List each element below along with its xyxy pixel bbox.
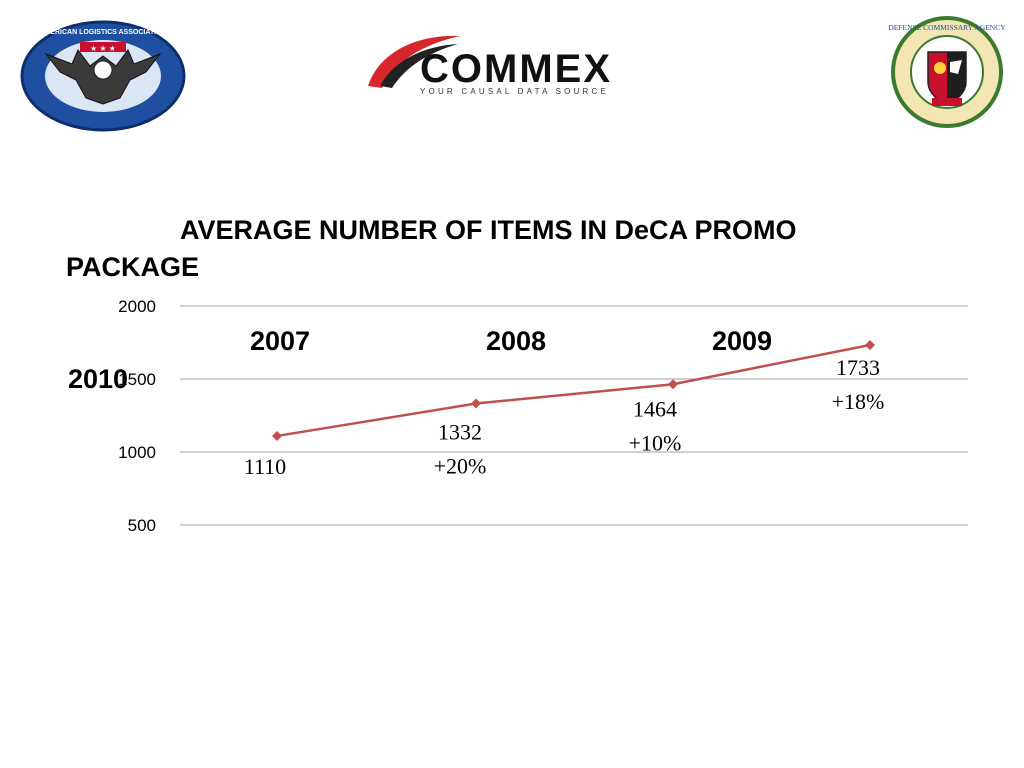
data-label: 1332 +20%: [434, 420, 487, 479]
data-label: 1464 +10%: [629, 396, 682, 455]
data-point-marker: [272, 430, 282, 441]
series-line: [276, 343, 871, 438]
chart-title: AVERAGE NUMBER OF ITEMS IN DeCA PROMO PA…: [66, 215, 797, 282]
y-tick-label: 500: [128, 516, 156, 535]
commex-brand-text: COMMEX: [420, 47, 612, 91]
category-label: 2007: [250, 326, 311, 356]
y-tick-label: 2000: [118, 297, 156, 316]
y-tick-label: 1000: [118, 443, 156, 462]
category-label: 2010: [68, 364, 129, 394]
category-label: 2008: [486, 326, 547, 356]
commex-tagline: YOUR CAUSAL DATA SOURCE: [420, 87, 609, 96]
data-label: 1110: [244, 454, 286, 479]
commex-logo: COMMEX YOUR CAUSAL DATA SOURCE: [368, 35, 612, 96]
category-label: 2009: [712, 326, 773, 356]
svg-text:★ ★ ★: ★ ★ ★: [90, 44, 116, 53]
data-point-marker: [668, 379, 678, 390]
y-tick-label: 1500: [118, 370, 156, 389]
defense-commissary-agency-logo: DEFENSE COMMISSARY AGENCY: [888, 16, 1006, 128]
data-point-marker: [865, 339, 875, 350]
ala-ring-text: AMERICAN LOGISTICS ASSOCIATION: [39, 29, 166, 36]
data-point-marker: [471, 398, 481, 409]
deca-ring-text: DEFENSE COMMISSARY AGENCY: [888, 23, 1006, 32]
data-label: 1733 +18%: [832, 355, 885, 414]
american-logistics-association-logo: ★ ★ ★ AMERICAN LOGISTICS ASSOCIATION: [20, 20, 186, 132]
